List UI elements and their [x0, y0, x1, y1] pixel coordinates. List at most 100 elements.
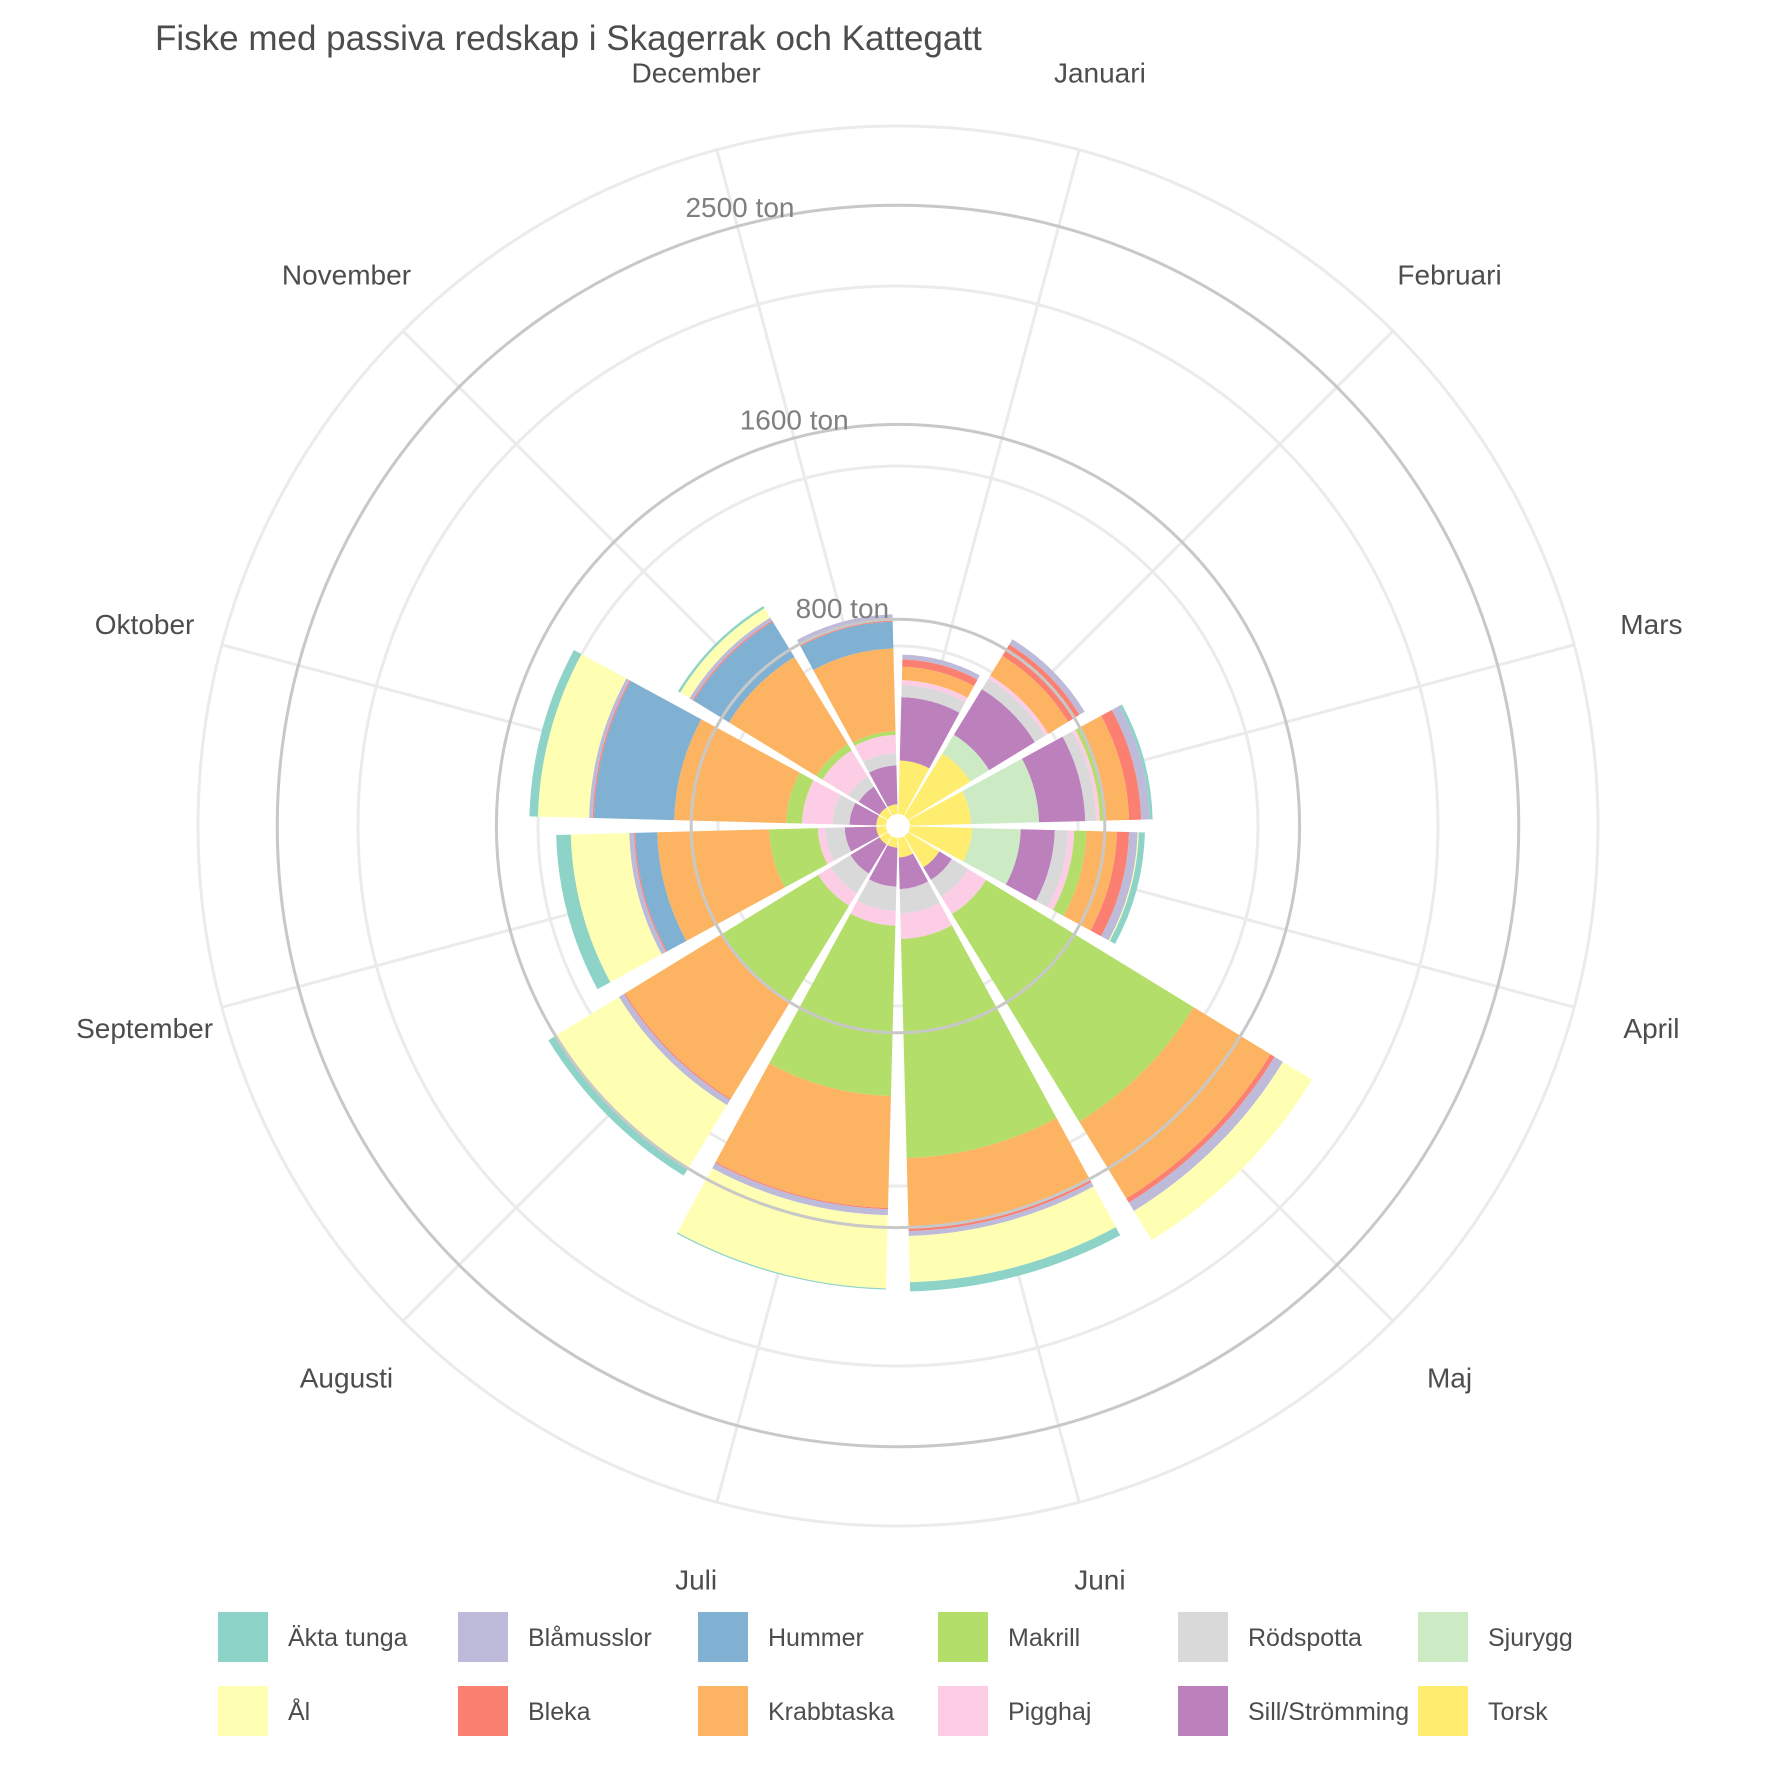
bar-segment-hummer — [800, 621, 894, 670]
bar-segment-sill-strömming — [850, 837, 887, 874]
bar-segment-sjurygg — [962, 758, 1040, 825]
legend-label: Hummer — [768, 1624, 864, 1652]
month-label: Februari — [1397, 259, 1501, 290]
bar-segment-rödspotta — [857, 879, 897, 912]
bar-segment-sill-strömming — [1021, 736, 1086, 823]
bar-segment-rödspotta — [1035, 830, 1069, 908]
bar-segment-hummer — [693, 621, 795, 723]
bar-segment-torsk — [876, 826, 888, 837]
legend-label: Blåmusslor — [528, 1624, 652, 1652]
ring-label: 800 ton — [796, 593, 889, 624]
grid-ring — [536, 464, 1260, 1188]
bar-segment-makrill — [951, 879, 1194, 1122]
bar-segment-pigghaj — [818, 867, 857, 906]
bar-segment-pigghaj — [900, 902, 952, 940]
legend-item: Sill/Strömming — [1178, 1686, 1409, 1736]
bar-segment-torsk — [887, 804, 898, 816]
month-label: Juli — [675, 1564, 717, 1595]
legend-item: Blåmusslor — [458, 1612, 652, 1662]
bar-segment-blåmusslor — [712, 1162, 888, 1216]
bar-segment-ål — [570, 833, 662, 983]
bar-augusti — [548, 832, 892, 1176]
legend-label: Sjurygg — [1488, 1624, 1573, 1652]
bar-oktober — [529, 650, 888, 826]
bar-segment-blåmusslor — [618, 993, 731, 1106]
month-label: November — [282, 259, 411, 290]
legend-label: Krabbtaska — [768, 1698, 895, 1726]
bar-segment-rödspotta — [848, 776, 874, 802]
bar-segment-torsk — [908, 791, 971, 826]
legend-swatch — [938, 1686, 988, 1736]
bar-segment-sill-strömming — [869, 765, 898, 807]
legend-item: Torsk — [1418, 1686, 1548, 1736]
bar-mars — [908, 704, 1153, 826]
bar-segment-krabbtaska — [1080, 715, 1130, 821]
bar-september — [556, 826, 888, 990]
bar-segment-sill-strömming — [1005, 829, 1055, 901]
legend-item: Ål — [218, 1686, 310, 1736]
bar-segment-blåmusslor — [629, 832, 666, 955]
bar-segment-pigghaj — [1072, 729, 1100, 821]
bar-segment-blåmusslor — [1111, 705, 1150, 820]
grid-ring — [716, 644, 1080, 1008]
bar-segment-blåmusslor — [1101, 832, 1138, 941]
legend-swatch — [698, 1612, 748, 1662]
legend-swatch — [218, 1612, 268, 1662]
bar-segment-sill-strömming — [899, 697, 960, 769]
bar-segment-pigghaj — [850, 900, 896, 926]
bar-segment-hummer — [593, 680, 702, 821]
legend-item: Pigghaj — [938, 1686, 1091, 1736]
bar-segment-hummer — [635, 832, 687, 952]
bar-segment-makrill — [1075, 726, 1106, 821]
month-label: December — [632, 58, 761, 89]
bar-segment-torsk — [898, 760, 930, 816]
bar-segment-rödspotta — [863, 753, 897, 773]
legend-swatch — [1418, 1686, 1468, 1736]
bar-segment-pigghaj — [1047, 830, 1075, 911]
month-label: Juni — [1074, 1564, 1125, 1595]
bar-segment-blåmusslor — [1128, 1056, 1283, 1211]
legend-item: Rödspotta — [1178, 1612, 1362, 1662]
bar-segment-krabbtaska — [813, 648, 896, 743]
month-label: Mars — [1620, 609, 1682, 640]
bar-segment-pigghaj — [941, 869, 987, 915]
bar-segment-bleka — [1090, 831, 1130, 937]
bar-segment-krabbtaska — [1079, 1007, 1271, 1199]
month-label: Augusti — [300, 1363, 393, 1394]
legend-swatch — [458, 1686, 508, 1736]
bar-december — [796, 614, 898, 816]
bar-segment-pigghaj — [822, 750, 868, 796]
bar-segment-blåmusslor — [908, 1182, 1094, 1236]
bar-segment-torsk — [908, 826, 973, 862]
bar-segment-äkta-tunga — [909, 1227, 1121, 1292]
bar-segment-sjurygg — [942, 734, 990, 782]
bar-segment-sill-strömming — [923, 851, 952, 880]
polar-grid — [196, 124, 1600, 1528]
ring-800 — [689, 617, 1107, 1035]
month-label: Januari — [1054, 58, 1146, 89]
bar-segment-rödspotta — [832, 794, 856, 825]
bar-segment-rödspotta — [981, 678, 1046, 743]
bar-segment-torsk — [876, 815, 888, 826]
legend-item: Hummer — [698, 1612, 864, 1662]
legend-item: Bleka — [458, 1686, 591, 1736]
bar-segment-blåmusslor — [1009, 639, 1085, 715]
bar-segment-äkta-tunga — [1119, 704, 1153, 820]
bar-segment-blåmusslor — [902, 654, 980, 680]
legend-item: Krabbtaska — [698, 1686, 895, 1736]
ring-label: 2500 ton — [685, 192, 794, 223]
bar-segment-torsk — [898, 836, 914, 858]
bar-maj — [904, 832, 1313, 1241]
legend-swatch — [698, 1686, 748, 1736]
bar-segment-äkta-tunga — [556, 834, 611, 990]
legend-label: Torsk — [1488, 1698, 1548, 1726]
bar-segment-rödspotta — [901, 684, 966, 713]
bar-segment-sill-strömming — [849, 802, 879, 826]
bar-segment-pigghaj — [901, 680, 968, 703]
legend-item: Äkta tunga — [218, 1612, 408, 1662]
legend-swatch — [1418, 1612, 1468, 1662]
bar-november — [678, 606, 892, 820]
bar-segment-rödspotta — [899, 881, 940, 914]
bar-segment-sill-strömming — [858, 786, 887, 815]
